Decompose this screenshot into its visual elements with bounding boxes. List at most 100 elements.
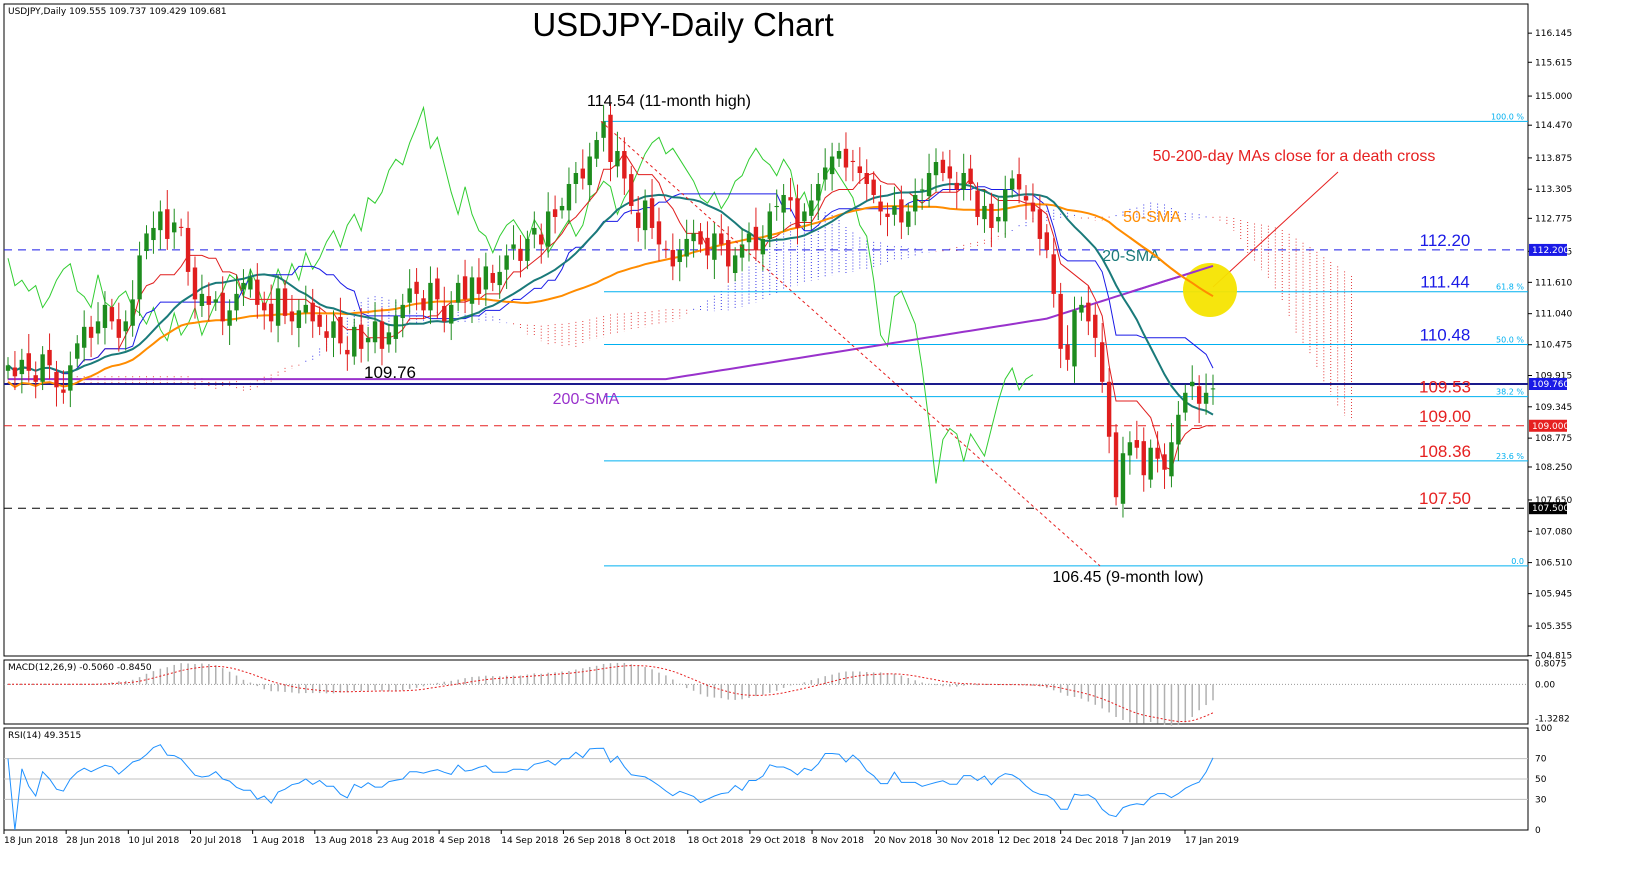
- candle-body: [726, 240, 731, 267]
- macd-tick-label: -1.3282: [1535, 714, 1570, 724]
- annotation-sma20: 20-SMA: [1102, 248, 1160, 265]
- candle-body: [310, 302, 315, 322]
- candle-body: [1176, 414, 1181, 445]
- candle: [462, 259, 468, 314]
- candle: [449, 291, 454, 341]
- candle: [490, 264, 495, 292]
- y-tick-label: 113.875: [1535, 154, 1572, 164]
- candle: [296, 299, 302, 348]
- x-tick-label: 10 Jul 2018: [128, 836, 179, 846]
- candle: [289, 294, 295, 336]
- y-tick-label: 105.355: [1535, 622, 1572, 632]
- candle: [539, 223, 544, 264]
- candle: [698, 223, 703, 253]
- candle-body: [227, 310, 232, 326]
- candle: [996, 197, 1001, 233]
- y-tick-label: 112.775: [1535, 214, 1572, 224]
- candle-body: [379, 321, 385, 349]
- candle: [954, 171, 959, 209]
- candle: [947, 149, 953, 193]
- candle: [185, 211, 191, 286]
- x-tick-label: 30 Nov 2018: [936, 836, 994, 846]
- candle: [829, 142, 835, 191]
- candle: [1176, 401, 1181, 461]
- annotation-sma50: 50-SMA: [1123, 209, 1181, 226]
- y-tick-label: 108.775: [1535, 434, 1572, 444]
- candle: [47, 333, 52, 380]
- candle: [248, 269, 253, 298]
- candle-body: [262, 302, 267, 311]
- candle: [1065, 325, 1070, 371]
- candle: [1058, 282, 1063, 369]
- candle: [1210, 374, 1216, 405]
- rsi-tick-label: 30: [1535, 795, 1547, 805]
- candle-body: [289, 311, 295, 322]
- candle: [372, 302, 378, 354]
- candle-body: [54, 371, 59, 388]
- candle-body: [878, 201, 883, 212]
- candle: [753, 207, 759, 261]
- ichimoku-cloud: [7, 202, 1353, 421]
- candle: [1141, 427, 1146, 492]
- candle: [407, 269, 412, 314]
- candle-body: [982, 205, 987, 220]
- rsi-tick-label: 0: [1535, 826, 1541, 836]
- candle-body: [1051, 254, 1056, 294]
- candle: [116, 302, 122, 352]
- y-tick-label: 107.650: [1535, 496, 1572, 506]
- candle-body: [102, 304, 108, 328]
- candle: [220, 276, 225, 336]
- candle: [746, 222, 752, 262]
- candle-body: [622, 151, 627, 179]
- candle: [843, 132, 849, 182]
- candle: [75, 335, 80, 367]
- candle: [54, 360, 59, 407]
- candle-body: [476, 277, 482, 294]
- y-tick-label: 109.345: [1535, 403, 1572, 413]
- candle-body: [1030, 202, 1036, 212]
- candle: [497, 255, 502, 299]
- sma-200-overlay: [1129, 264, 1214, 294]
- price-badge-label: 107.500: [1532, 504, 1569, 514]
- candle-body: [919, 189, 925, 191]
- candle: [684, 219, 689, 268]
- candle-body: [629, 174, 634, 206]
- candle: [629, 165, 634, 215]
- candle: [1113, 424, 1119, 506]
- candle-body: [1203, 392, 1209, 404]
- candle: [656, 207, 662, 261]
- candle: [303, 285, 308, 324]
- candle-body: [906, 211, 911, 227]
- candle-body: [573, 173, 579, 184]
- candle-body: [220, 292, 225, 322]
- candle: [864, 159, 869, 201]
- candle-body: [504, 255, 509, 270]
- candle: [442, 286, 447, 333]
- candle-body: [421, 298, 426, 311]
- candle: [559, 197, 565, 219]
- candle-body: [393, 315, 399, 339]
- candle: [88, 315, 94, 358]
- candle-body: [899, 199, 904, 223]
- candle: [857, 147, 863, 184]
- macd-signal-line: [8, 665, 1214, 723]
- chikou-span-line: [7, 105, 1034, 484]
- candle: [1190, 365, 1195, 400]
- candle: [566, 167, 572, 225]
- x-tick-label: 18 Oct 2018: [688, 836, 744, 846]
- candle: [532, 211, 537, 249]
- x-tick-label: 12 Dec 2018: [999, 836, 1057, 846]
- candle-body: [1079, 304, 1084, 313]
- candle: [511, 225, 516, 260]
- candle-body: [1065, 344, 1070, 360]
- reference-lines: 112.20 111.44 110.48 109.76 109.53 109.00 108.…: [4, 112, 1569, 567]
- candle-body: [1099, 342, 1105, 382]
- candle-body: [989, 203, 994, 228]
- candle-body: [940, 159, 946, 173]
- candle-body: [26, 353, 31, 371]
- candle: [809, 183, 814, 230]
- candle-body: [961, 173, 966, 190]
- candle-body: [795, 198, 800, 228]
- candle: [622, 137, 627, 195]
- candle-body: [532, 227, 537, 235]
